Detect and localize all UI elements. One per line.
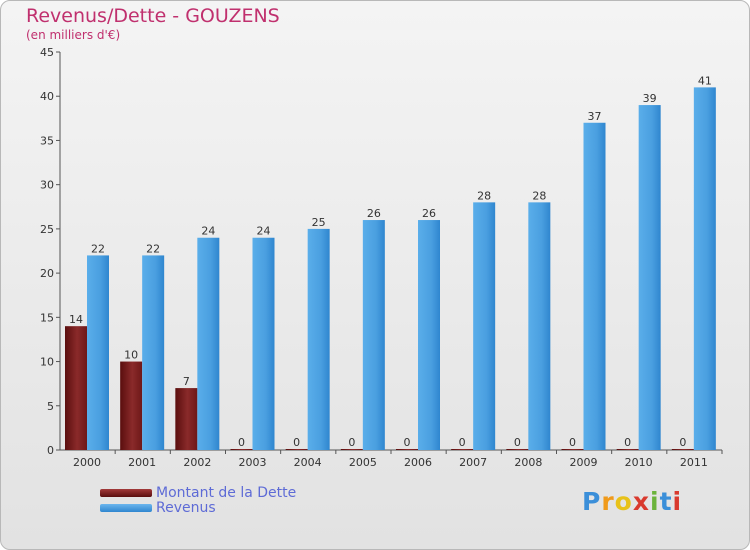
y-tick-label-5: 5 [47,400,54,413]
data-label-dette-2004: 0 [293,436,300,449]
bar-dette-2011 [671,449,694,450]
bar-dette-2006 [396,449,418,450]
legend-label-dette: Montant de la Dette [156,485,297,501]
bar-dette-2004 [285,449,308,450]
data-label-dette-2000: 14 [69,313,83,326]
bar-revenus-2008 [528,202,551,450]
chart-title: Revenus/Dette - GOUZENS [26,5,280,27]
bar-revenus-2010 [638,105,661,451]
bar-revenus-2000 [87,255,109,450]
bar-dette-2008 [506,449,529,450]
data-label-dette-2007: 0 [459,436,466,449]
data-label-revenus-2008: 28 [532,189,546,202]
y-tick-label-40: 40 [40,90,54,103]
data-label-dette-2009: 0 [569,436,576,449]
data-label-revenus-2006: 26 [422,207,436,220]
logo-letter: P [582,487,602,516]
data-label-dette-2008: 0 [514,436,521,449]
bar-revenus-2007 [473,202,496,450]
data-label-revenus-2005: 26 [367,207,381,220]
y-tick-label-25: 25 [40,223,54,236]
bar-dette-2002 [175,388,198,450]
x-tick-label-2005: 2005 [349,456,377,469]
data-label-revenus-2004: 25 [312,216,326,229]
proxiti-logo: Proxiti [582,487,682,516]
x-tick-label-2010: 2010 [625,456,653,469]
bar-dette-2007 [451,449,474,450]
bar-revenus-2001 [142,255,165,450]
x-tick-label-2000: 2000 [73,456,101,469]
data-label-revenus-2000: 22 [91,242,105,255]
bar-revenus-2006 [418,220,440,450]
logo-letter: i [672,487,683,516]
x-tick-label-2001: 2001 [128,456,156,469]
y-tick-label-20: 20 [40,267,54,280]
data-label-revenus-2009: 37 [588,110,602,123]
bar-dette-2001 [120,361,143,450]
bar-dette-2005 [340,449,363,450]
x-tick-label-2008: 2008 [514,456,542,469]
bar-revenus-2011 [693,87,716,450]
legend-swatch-dette [100,489,152,497]
bar-revenus-2003 [252,237,275,450]
chart-subtitle: (en milliers d'€) [26,28,121,42]
y-tick-label-30: 30 [40,179,54,192]
x-tick-label-2002: 2002 [183,456,211,469]
data-label-revenus-2007: 28 [477,189,491,202]
y-tick-label-15: 15 [40,311,54,324]
bar-revenus-2004 [307,228,330,450]
y-tick-label-35: 35 [40,134,54,147]
x-tick-label-2004: 2004 [294,456,322,469]
data-label-dette-2010: 0 [624,436,631,449]
logo-letter: r [601,487,615,516]
logo-letter: o [614,487,633,516]
legend-label-revenus: Revenus [156,500,216,516]
logo-letter: t [659,487,673,516]
y-tick-label-0: 0 [47,444,54,457]
data-label-dette-2006: 0 [404,436,411,449]
logo-letter: i [650,487,660,516]
bar-dette-2010 [616,449,639,450]
data-label-dette-2003: 0 [238,436,245,449]
x-tick-label-2006: 2006 [404,456,432,469]
bar-revenus-2002 [197,237,220,450]
logo-letter: x [632,487,650,516]
x-tick-label-2007: 2007 [459,456,487,469]
x-tick-label-2003: 2003 [239,456,267,469]
data-label-revenus-2003: 24 [257,225,271,238]
data-label-dette-2011: 0 [679,436,686,449]
y-tick-label-10: 10 [40,356,54,369]
data-label-revenus-2010: 39 [643,92,657,105]
bar-dette-2000 [65,326,87,450]
data-label-revenus-2011: 41 [698,74,712,87]
bar-dette-2009 [561,449,584,450]
x-tick-label-2011: 2011 [680,456,708,469]
x-tick-label-2009: 2009 [570,456,598,469]
y-tick-label-45: 45 [40,46,54,59]
data-label-revenus-2001: 22 [146,242,160,255]
legend-swatch-revenus [100,504,152,512]
bar-dette-2003 [230,449,253,450]
bar-revenus-2009 [583,122,606,450]
bar-revenus-2005 [362,220,385,450]
data-label-revenus-2002: 24 [201,225,215,238]
data-label-dette-2001: 10 [124,349,138,362]
data-label-dette-2002: 7 [183,375,190,388]
data-label-dette-2005: 0 [348,436,355,449]
